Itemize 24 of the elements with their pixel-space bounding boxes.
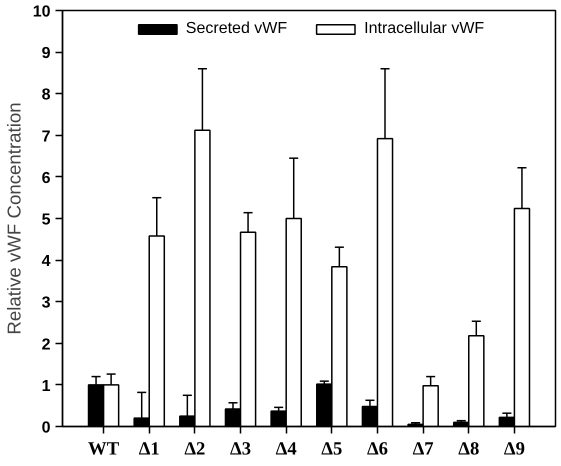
y-tick-label: 5: [42, 212, 51, 228]
x-tick-label: WT: [88, 438, 120, 460]
y-tick-label: 3: [42, 294, 51, 312]
x-tick-label: Δ7: [412, 438, 434, 460]
y-tick-label: 1: [42, 378, 51, 395]
x-tick-label: Δ1: [138, 438, 160, 460]
x-tick-label: Δ8: [458, 438, 480, 460]
y-tick-label: 4: [42, 253, 51, 270]
x-tick-label: Δ3: [230, 438, 252, 460]
y-axis-title: Relative vWF Concentration: [4, 102, 25, 335]
y-tick-label: 6: [42, 170, 51, 187]
y-tick-label: 8: [42, 86, 51, 104]
legend-label: Secreted vWF: [186, 20, 288, 38]
x-tick-label: Δ5: [321, 438, 342, 460]
y-tick-label: 0: [42, 420, 51, 436]
x-tick-label: Δ2: [184, 438, 206, 460]
x-tick-label: Δ6: [366, 438, 388, 460]
x-tick-label: Δ4: [276, 438, 297, 460]
legend-label: Intracellular vWF: [364, 20, 484, 38]
y-tick-label: 9: [42, 45, 51, 62]
x-tick-label: Δ9: [504, 438, 525, 460]
y-tick-label: 7: [42, 128, 51, 146]
y-tick-label: 2: [42, 336, 51, 354]
y-tick-label: 10: [32, 4, 51, 20]
